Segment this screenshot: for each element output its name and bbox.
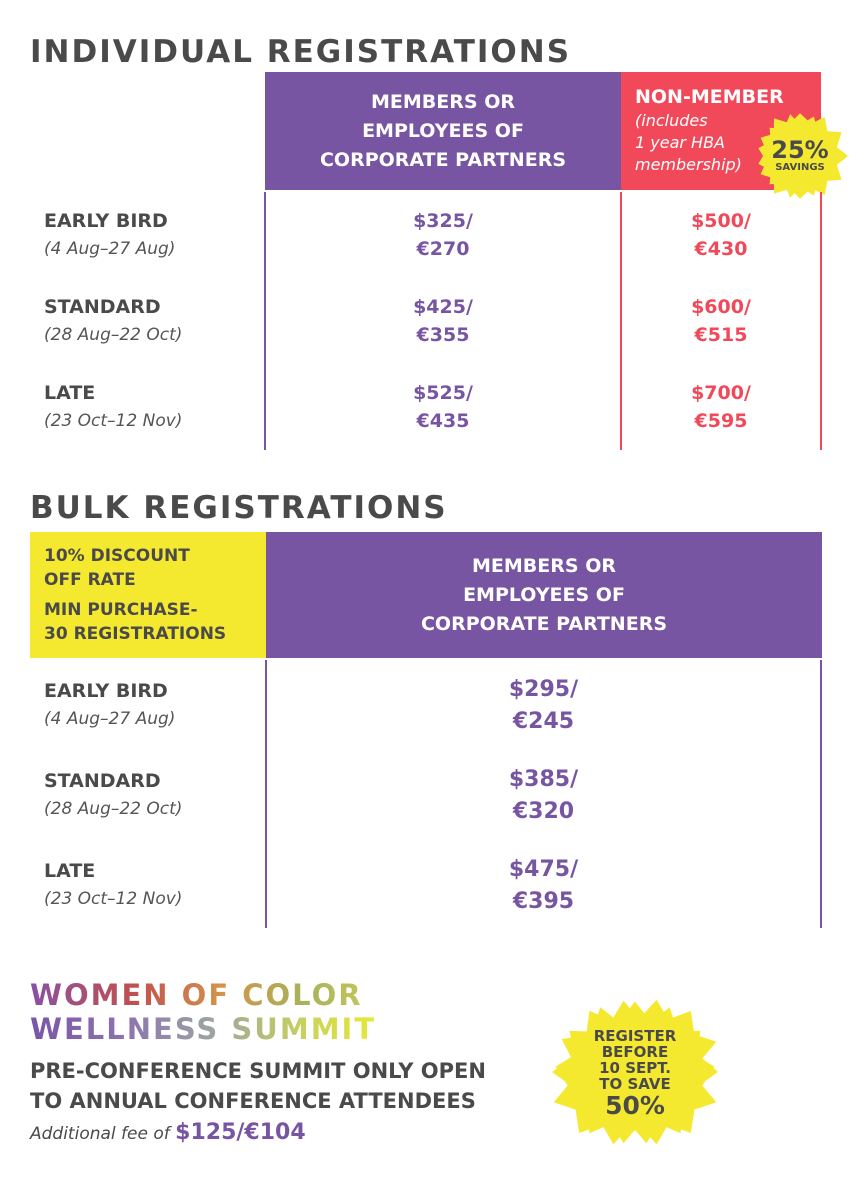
badge-line: REGISTER	[593, 1027, 677, 1045]
price-eur: €270	[416, 238, 470, 260]
bulk-row-early-bird: EARLY BIRD (4 Aug–27 Aug)	[44, 677, 175, 733]
summit-notice: PRE-CONFERENCE SUMMIT ONLY OPEN TO ANNUA…	[30, 1056, 486, 1116]
starburst-icon	[758, 113, 848, 199]
price-usd: $600/	[691, 296, 751, 318]
members-header-line: EMPLOYEES OF	[362, 119, 524, 142]
summit-fee: Additional fee of $125/€104	[30, 1120, 306, 1145]
individual-row-early-bird: EARLY BIRD (4 Aug–27 Aug)	[44, 207, 175, 263]
bulk-row-late: LATE (23 Oct–12 Nov)	[44, 857, 182, 913]
badge-percent: 50%	[605, 1091, 665, 1120]
individual-registrations-title: INDIVIDUAL REGISTRATIONS	[30, 34, 572, 70]
individual-divider-coral	[620, 192, 622, 450]
price-eur: €595	[694, 410, 748, 432]
tier-name: EARLY BIRD	[44, 680, 168, 702]
price-eur: €355	[416, 324, 470, 346]
price-usd: $425/	[413, 296, 473, 318]
price-eur: €515	[694, 324, 748, 346]
tier-name: LATE	[44, 382, 96, 404]
fee-label: Additional fee of	[30, 1124, 176, 1144]
summit-title: WOMEN OF COLOR WELLNESS SUMMIT	[30, 978, 376, 1046]
nonmember-price: $600/ €515	[622, 293, 820, 349]
discount-line: OFF RATE	[44, 570, 136, 590]
starburst-icon	[552, 999, 718, 1145]
price-usd: $385/	[508, 767, 579, 792]
individual-row-late: LATE (23 Oct–12 Nov)	[44, 379, 182, 435]
tier-dates: (4 Aug–27 Aug)	[44, 709, 176, 729]
price-usd: $295/	[508, 677, 579, 702]
member-price: $425/ €355	[266, 293, 620, 349]
bulk-price: $475/ €395	[267, 854, 820, 918]
register-early-badge: REGISTER BEFORE 10 SEPT. TO SAVE 50%	[550, 992, 720, 1152]
tier-dates: (4 Aug–27 Aug)	[44, 239, 176, 259]
tier-dates: (28 Aug–22 Oct)	[44, 799, 183, 819]
bulk-price: $385/ €320	[267, 764, 820, 828]
savings-label: SAVINGS	[775, 162, 825, 173]
summit-notice-line: PRE-CONFERENCE SUMMIT ONLY OPEN	[30, 1059, 486, 1083]
members-header-line: MEMBERS OR	[371, 90, 515, 113]
price-eur: €435	[416, 410, 470, 432]
price-eur: €430	[694, 238, 748, 260]
price-eur: €320	[512, 799, 575, 824]
price-usd: $500/	[691, 210, 751, 232]
members-header-line: CORPORATE PARTNERS	[420, 612, 668, 635]
nonmember-price: $500/ €430	[622, 207, 820, 263]
bulk-divider	[265, 660, 267, 928]
members-header-line: CORPORATE PARTNERS	[319, 148, 567, 171]
nonmember-note-line: membership)	[635, 155, 742, 174]
nonmember-note-line: 1 year HBA	[635, 133, 725, 152]
individual-members-header: MEMBERS OR EMPLOYEES OF CORPORATE PARTNE…	[265, 72, 621, 190]
price-eur: €395	[512, 889, 575, 914]
tier-name: STANDARD	[44, 770, 161, 792]
bulk-border-right	[820, 660, 822, 928]
individual-border-right	[820, 192, 822, 450]
nonmember-note-line: (includes	[635, 111, 708, 130]
bulk-members-header: MEMBERS OR EMPLOYEES OF CORPORATE PARTNE…	[266, 532, 822, 658]
members-header-line: EMPLOYEES OF	[463, 583, 625, 606]
bulk-row-standard: STANDARD (28 Aug–22 Oct)	[44, 767, 182, 823]
tier-name: STANDARD	[44, 296, 161, 318]
tier-name: EARLY BIRD	[44, 210, 168, 232]
price-usd: $525/	[413, 382, 473, 404]
summit-title-line: WOMEN OF COLOR	[30, 978, 376, 1012]
badge-line: 10 SEPT.	[599, 1059, 671, 1077]
savings-percent: 25%	[771, 136, 829, 164]
tier-dates: (23 Oct–12 Nov)	[44, 889, 183, 909]
nonmember-title: NON-MEMBER	[635, 86, 784, 108]
tier-name: LATE	[44, 860, 96, 882]
member-price: $525/ €435	[266, 379, 620, 435]
bulk-price: $295/ €245	[267, 674, 820, 738]
price-eur: €245	[512, 709, 575, 734]
member-price: $325/ €270	[266, 207, 620, 263]
badge-line: TO SAVE	[599, 1075, 671, 1093]
summit-title-line: WELLNESS SUMMIT	[30, 1012, 377, 1046]
price-usd: $700/	[691, 382, 751, 404]
tier-dates: (28 Aug–22 Oct)	[44, 325, 183, 345]
bulk-registrations-title: BULK REGISTRATIONS	[30, 490, 448, 526]
individual-row-standard: STANDARD (28 Aug–22 Oct)	[44, 293, 182, 349]
nonmember-price: $700/ €595	[622, 379, 820, 435]
bulk-discount-box: 10% DISCOUNT OFF RATE MIN PURCHASE- 30 R…	[30, 532, 266, 658]
min-purchase-line: MIN PURCHASE-	[44, 600, 198, 620]
price-usd: $325/	[413, 210, 473, 232]
individual-divider-purple	[264, 192, 266, 450]
summit-notice-line: TO ANNUAL CONFERENCE ATTENDEES	[30, 1089, 476, 1113]
price-usd: $475/	[508, 857, 579, 882]
discount-line: 10% DISCOUNT	[44, 546, 190, 566]
members-header-line: MEMBERS OR	[472, 554, 616, 577]
badge-line: BEFORE	[601, 1043, 669, 1061]
fee-amount: $125/€104	[175, 1120, 306, 1145]
tier-dates: (23 Oct–12 Nov)	[44, 411, 183, 431]
min-purchase-line: 30 REGISTRATIONS	[44, 624, 227, 644]
savings-badge: 25% SAVINGS	[752, 108, 848, 204]
